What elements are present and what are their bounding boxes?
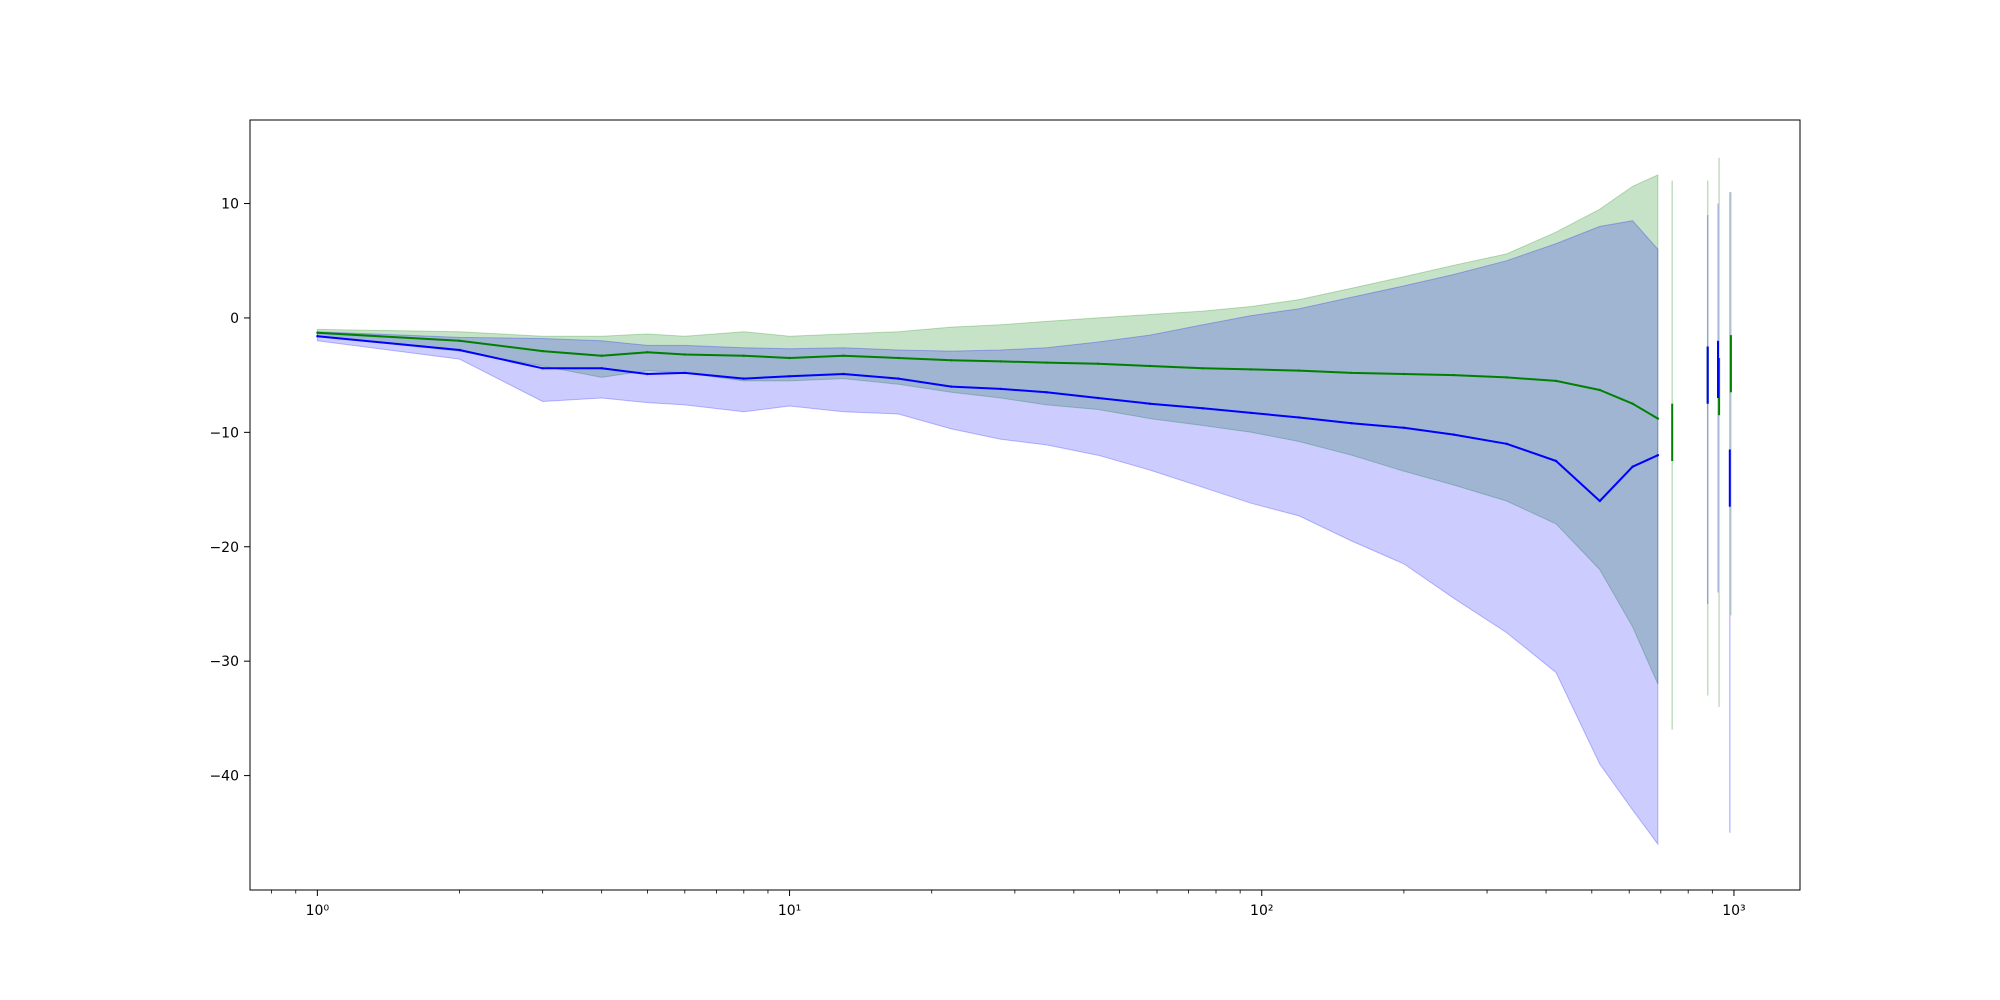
y-tick-label-2: −10: [209, 425, 239, 441]
point-series-1-8: [842, 354, 845, 357]
point-series-2-15: [1201, 407, 1205, 410]
line-series-2: [317, 335, 1659, 502]
point-series-2-23: [1598, 499, 1602, 503]
point-series-2-17: [1297, 416, 1301, 419]
x-tick-label-0: 10⁰: [306, 903, 330, 919]
point-series-1-21: [1505, 376, 1508, 379]
point-series-1-3: [600, 354, 603, 357]
y-tick-label-4: −30: [209, 654, 239, 670]
point-series-2-14: [1148, 402, 1152, 405]
point-series-2-11: [999, 387, 1002, 391]
point-series-2-12: [1045, 391, 1048, 394]
point-series-1-19: [1402, 372, 1406, 376]
point-series-1-1: [458, 339, 461, 342]
band-series-1: [316, 174, 1659, 685]
x-tick-label-2: 10²: [1250, 903, 1273, 919]
point-series-1-0: [316, 331, 319, 334]
y-axis: 10 0 −10 −20 −30 −40: [209, 197, 250, 785]
point-series-1-22: [1554, 379, 1558, 383]
point-series-1-16: [1250, 368, 1253, 371]
point-series-2-5: [683, 371, 686, 375]
x-axis: 10⁰ 10¹ 10² 10³: [271, 890, 1746, 919]
point-series-2-10: [950, 385, 953, 388]
point-series-2-9: [897, 377, 900, 380]
point-series-1-5: [683, 353, 686, 356]
y-tick-label-1: 0: [230, 311, 239, 327]
point-series-2-13: [1096, 396, 1100, 400]
point-series-2-25: [1656, 454, 1660, 457]
point-series-1-2: [541, 349, 544, 353]
point-series-2-22: [1554, 459, 1558, 463]
point-series-1-17: [1297, 369, 1301, 372]
point-series-1-10: [950, 359, 953, 362]
point-series-1-6: [742, 354, 745, 357]
point-series-1-11: [999, 360, 1002, 363]
y-tick-label-5: −40: [209, 769, 239, 785]
point-series-1-9: [897, 356, 900, 360]
x-tick-label-3: 10³: [1722, 903, 1745, 919]
point-series-2-18: [1350, 422, 1353, 425]
point-series-2-2: [541, 367, 544, 370]
point-series-2-24: [1631, 465, 1634, 468]
point-series-2-4: [646, 372, 649, 376]
point-series-2-0: [316, 335, 319, 338]
point-series-2-7: [788, 375, 791, 378]
point-series-1-23: [1598, 388, 1602, 392]
x-tick-label-1: 10¹: [778, 903, 801, 919]
point-series-2-20: [1452, 433, 1455, 436]
point-series-2-19: [1402, 426, 1406, 429]
point-series-1-24: [1631, 402, 1634, 405]
point-series-1-12: [1045, 361, 1048, 364]
point-series-1-13: [1096, 362, 1100, 365]
point-series-2-21: [1505, 442, 1508, 445]
confidence-bands: [316, 157, 1732, 846]
point-series-1-18: [1350, 371, 1353, 375]
point-series-1-20: [1452, 373, 1455, 377]
point-series-1-7: [788, 356, 791, 360]
point-series-2-3: [600, 367, 603, 370]
point-series-1-15: [1201, 367, 1205, 370]
plot-frame: [249, 119, 1801, 891]
series-lines: [316, 331, 1732, 507]
y-tick-label-3: −20: [209, 540, 239, 556]
point-series-2-8: [842, 372, 845, 376]
point-series-2-6: [742, 377, 745, 380]
line-series-1: [317, 331, 1659, 420]
point-series-1-25: [1656, 417, 1660, 420]
band-series-2: [316, 220, 1659, 846]
point-series-1-14: [1148, 364, 1152, 368]
y-tick-label-0: 10: [221, 197, 239, 213]
point-series-2-1: [458, 348, 461, 352]
point-series-1-4: [646, 351, 649, 354]
point-series-2-16: [1250, 411, 1253, 415]
